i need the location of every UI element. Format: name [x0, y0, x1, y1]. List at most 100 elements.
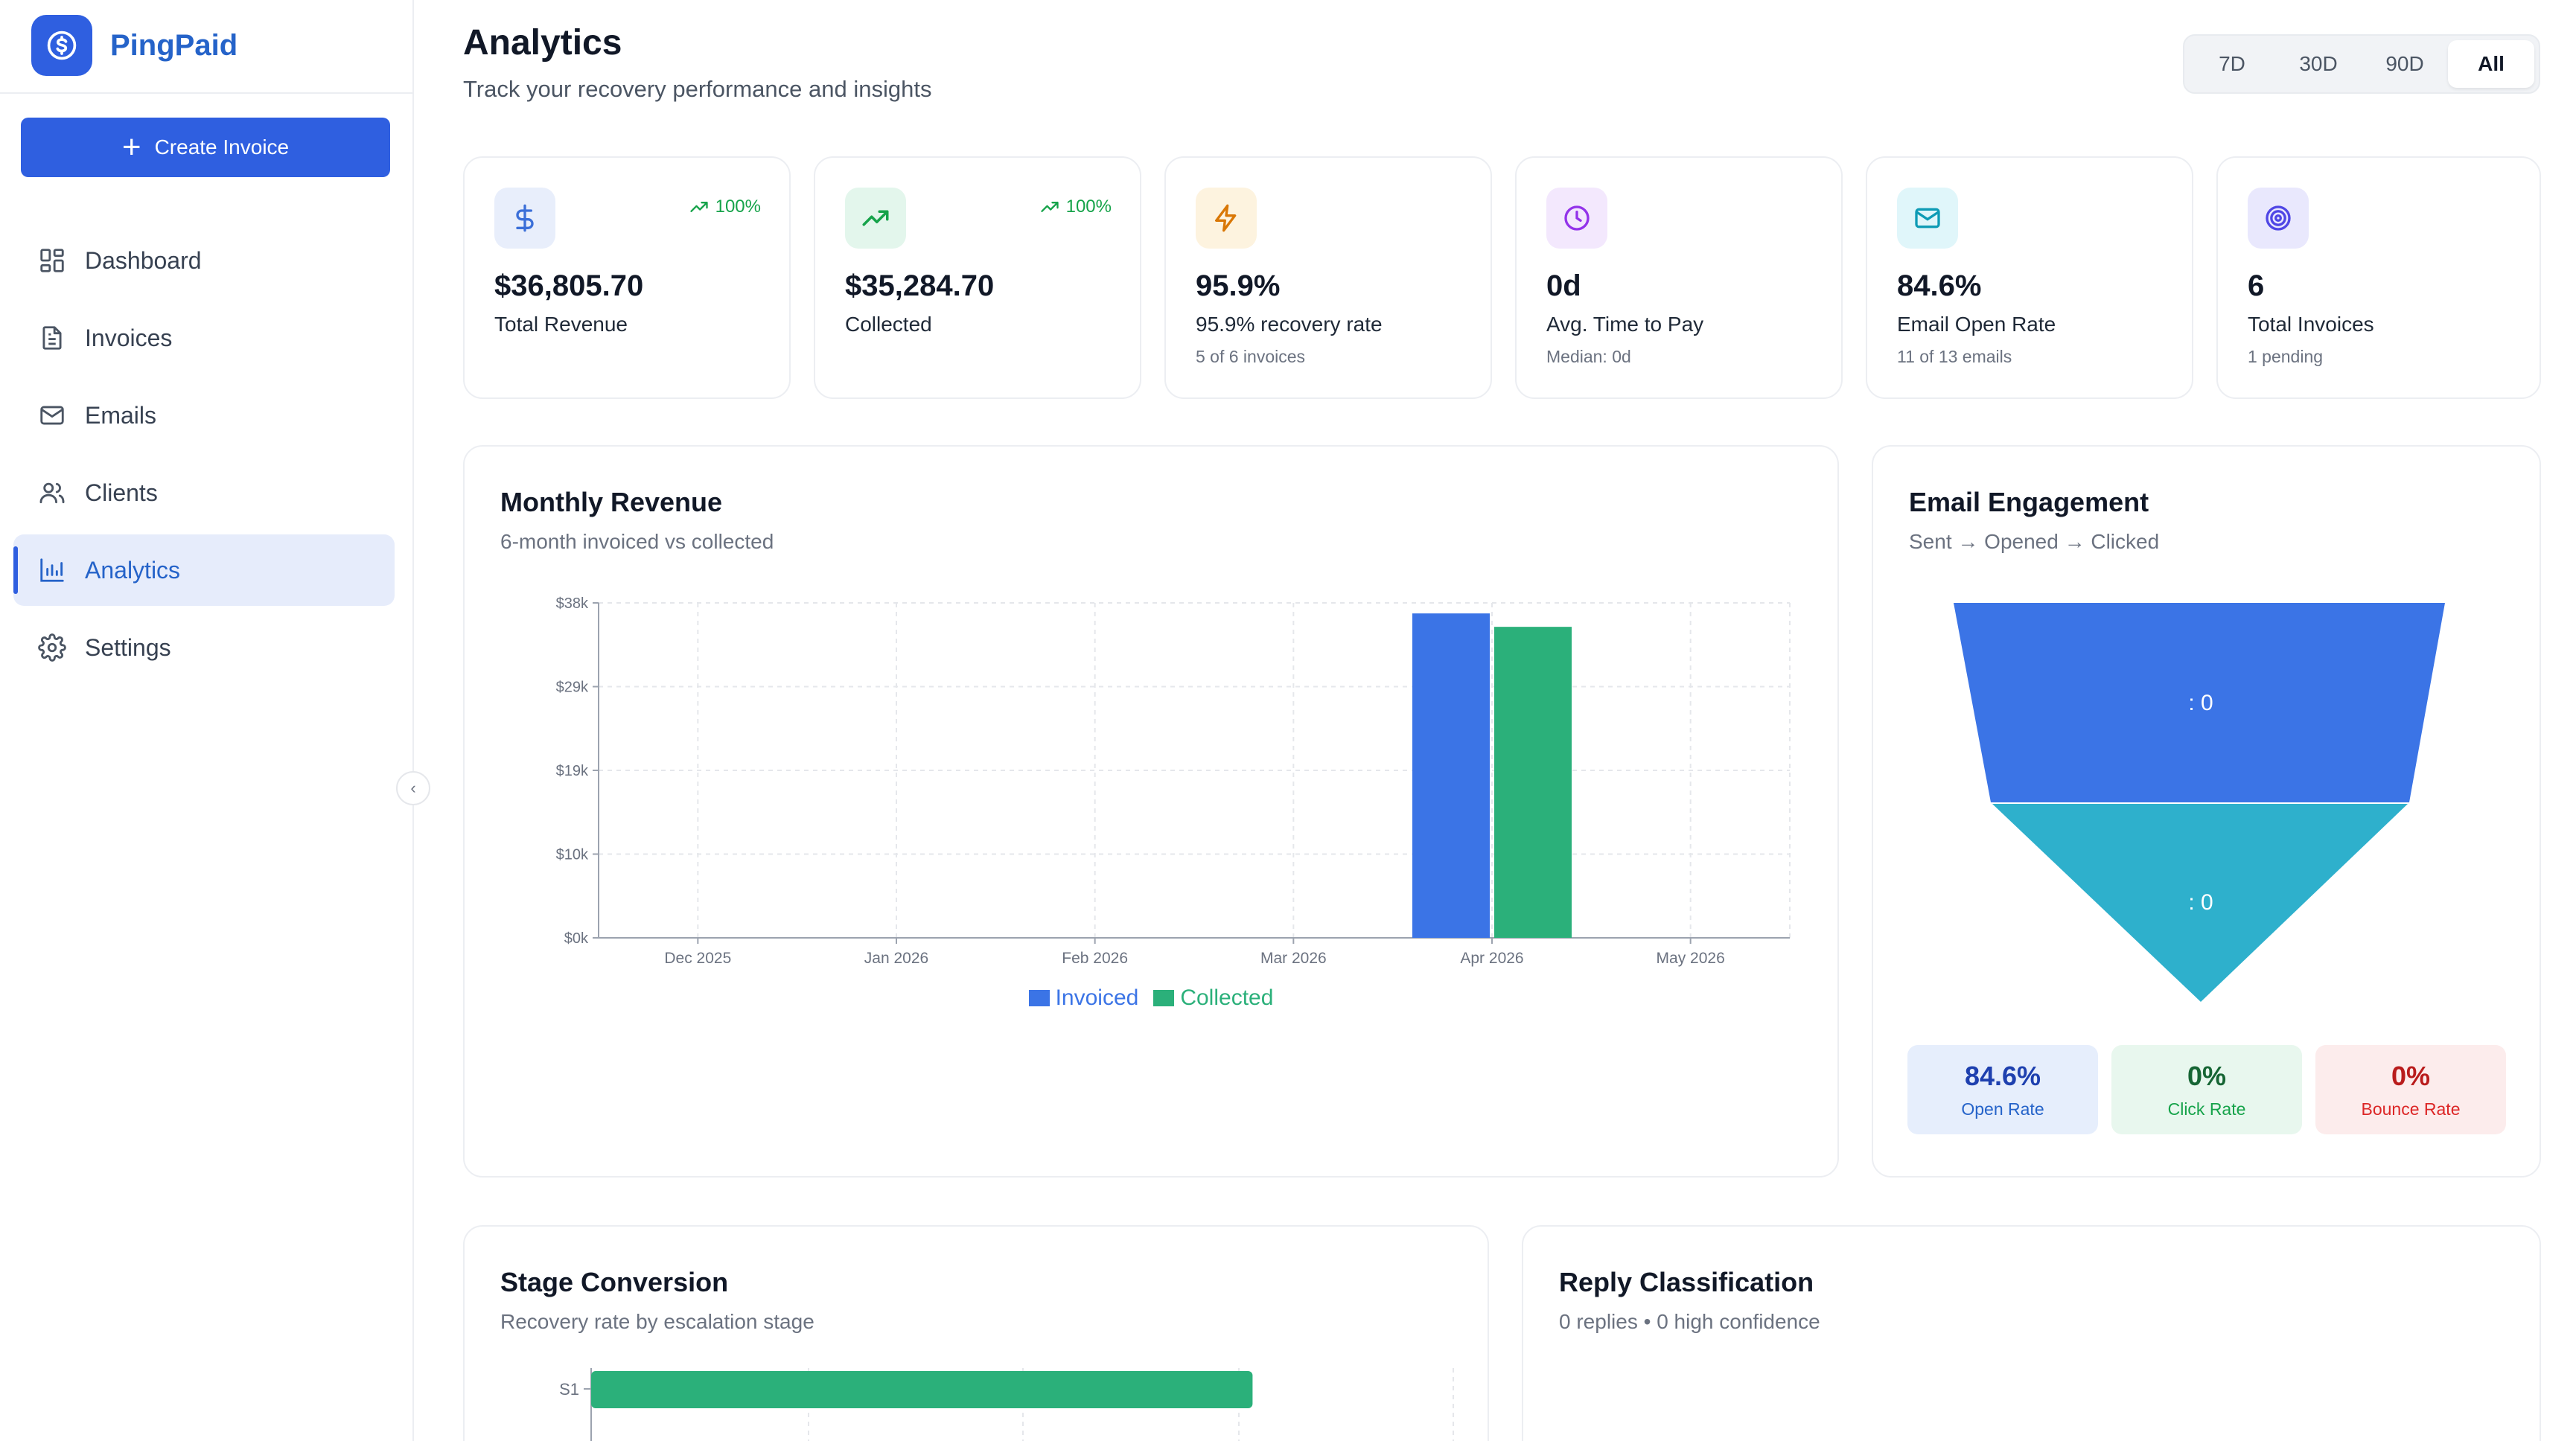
file-icon — [37, 323, 67, 353]
stat-label: Total Revenue — [494, 313, 628, 336]
y-tick-label: $29k — [556, 680, 589, 696]
bar-chart-icon — [37, 555, 67, 585]
sidebar-item-label: Invoices — [85, 324, 173, 351]
x-tick-label: Apr 2026 — [1460, 950, 1523, 967]
stage-conversion-panel: Stage Conversion Recovery rate by escala… — [463, 1225, 1489, 1441]
legend-swatch — [1028, 990, 1050, 1006]
range-30d-button[interactable]: 30D — [2299, 52, 2338, 75]
legend-label: Collected — [1180, 985, 1274, 1010]
trend-value: 100% — [1065, 196, 1112, 217]
create-invoice-label: Create Invoice — [154, 135, 290, 159]
reply-classification-panel: Reply Classification 0 replies • 0 high … — [1522, 1225, 2541, 1441]
brand[interactable]: PingPaid — [31, 15, 237, 76]
stat-subtext: 1 pending — [2248, 347, 2324, 366]
stat-value: $36,805.70 — [494, 269, 644, 302]
open-rate-box: 84.6% Open Rate — [1907, 1045, 2098, 1134]
mail-icon — [1897, 188, 1958, 249]
stat-value: 95.9% — [1196, 269, 1281, 302]
stat-label: Email Open Rate — [1897, 313, 2056, 336]
y-tick-label: $10k — [556, 847, 589, 863]
sidebar-nav: Dashboard Invoices Emails Clients Analyt… — [13, 225, 395, 689]
range-90d-button[interactable]: 90D — [2385, 52, 2424, 75]
rate-label: Open Rate — [1961, 1099, 2044, 1119]
trending-up-icon — [689, 202, 708, 212]
trend-badge: 100% — [1039, 196, 1112, 217]
stat-value: 6 — [2248, 269, 2265, 302]
stat-label: Collected — [845, 313, 932, 336]
sidebar-item-label: Clients — [85, 479, 158, 506]
stat-subtext: 5 of 6 invoices — [1196, 347, 1306, 366]
panel-title: Reply Classification — [1559, 1267, 1814, 1297]
brand-name: PingPaid — [110, 28, 238, 62]
sidebar-item-dashboard[interactable]: Dashboard — [13, 225, 395, 296]
sidebar-item-settings[interactable]: Settings — [13, 612, 395, 683]
dashboard-icon — [37, 246, 67, 275]
x-tick-label: Dec 2025 — [664, 950, 731, 967]
stat-value: 0d — [1546, 269, 1581, 302]
sidebar-item-label: Analytics — [85, 556, 181, 584]
sidebar-item-invoices[interactable]: Invoices — [13, 302, 395, 374]
mail-icon — [37, 400, 67, 430]
rate-value: 84.6% — [1964, 1060, 2041, 1091]
stat-value: $35,284.70 — [845, 269, 995, 302]
y-tick-label: $38k — [556, 595, 589, 612]
y-tick-label: $19k — [556, 763, 589, 779]
stat-subtext: 11 of 13 emails — [1897, 347, 2012, 366]
legend-item-invoiced[interactable]: Invoiced — [1028, 985, 1138, 1011]
trend-badge: 100% — [689, 196, 761, 217]
chevron-left-icon: ‹ — [410, 779, 416, 797]
sidebar-item-emails[interactable]: Emails — [13, 380, 395, 451]
funnel-stage-opened — [1992, 804, 2408, 1002]
sidebar-item-label: Settings — [85, 633, 171, 661]
funnel-stage-sent — [1954, 603, 2445, 802]
bolt-icon — [1196, 188, 1257, 249]
stat-label: Avg. Time to Pay — [1546, 313, 1704, 336]
funnel-label-sent: : 0 — [2188, 691, 2213, 715]
panel-subtitle: 0 replies • 0 high confidence — [1559, 1310, 1820, 1333]
panel-title: Email Engagement — [1909, 487, 2149, 517]
funnel-label-opened: : 0 — [2188, 890, 2213, 915]
stat-card-time-to-pay: 0d Avg. Time to Pay Median: 0d — [1515, 156, 1843, 399]
trending-up-icon — [845, 188, 906, 249]
stat-card-email-open-rate: 84.6% Email Open Rate 11 of 13 emails — [1866, 156, 2193, 399]
legend-item-collected[interactable]: Collected — [1153, 985, 1273, 1011]
legend-swatch — [1153, 990, 1175, 1006]
create-invoice-button[interactable]: + Create Invoice — [21, 118, 390, 177]
panel-subtitle: Recovery rate by escalation stage — [500, 1310, 814, 1333]
y-tick-label: $0k — [564, 930, 589, 947]
target-icon — [2248, 188, 2309, 249]
stat-subtext: Median: 0d — [1546, 347, 1631, 366]
rate-value: 0% — [2187, 1060, 2227, 1091]
click-rate-box: 0% Click Rate — [2111, 1045, 2302, 1134]
sidebar-item-label: Dashboard — [85, 246, 202, 274]
collapse-sidebar-button[interactable]: ‹ — [396, 771, 430, 805]
gear-icon — [37, 633, 67, 662]
sidebar-item-clients[interactable]: Clients — [13, 457, 395, 528]
date-range-toggle: 7D 30D 90D All — [2183, 34, 2540, 94]
stat-value: 84.6% — [1897, 269, 1982, 302]
stat-card-total-revenue: 100% $36,805.70 Total Revenue — [463, 156, 791, 399]
page-subtitle: Track your recovery performance and insi… — [463, 76, 932, 102]
range-7d-button[interactable]: 7D — [2219, 52, 2245, 75]
stat-card-total-invoices: 6 Total Invoices 1 pending — [2216, 156, 2541, 399]
stage-conversion-chart: S1 — [559, 1368, 1454, 1441]
chart-legend: Invoiced Collected — [465, 985, 1837, 1011]
divider — [0, 92, 412, 94]
bar-collected — [1494, 627, 1572, 938]
x-tick-label: Mar 2026 — [1260, 950, 1327, 967]
stat-card-recovery-rate: 95.9% 95.9% recovery rate 5 of 6 invoice… — [1164, 156, 1492, 399]
monthly-revenue-chart: $0k $10k $19k $29k $38k Dec 2025 Jan 2026 Feb 2… — [556, 595, 1791, 967]
dollar-icon — [494, 188, 555, 249]
email-funnel-chart: : 0 : 0 — [1954, 603, 2445, 1002]
bounce-rate-box: 0% Bounce Rate — [2315, 1045, 2506, 1134]
panel-subtitle: Sent → Opened → Clicked — [1909, 530, 2160, 553]
page-title: Analytics — [463, 23, 622, 63]
sidebar-item-label: Emails — [85, 401, 157, 429]
plus-icon: + — [121, 129, 141, 165]
x-tick-label: May 2026 — [1657, 950, 1725, 967]
range-all-button[interactable]: All — [2448, 40, 2534, 88]
sidebar: PingPaid + Create Invoice Dashboard Invo… — [0, 0, 414, 1441]
users-icon — [37, 478, 67, 508]
sidebar-item-analytics[interactable]: Analytics — [13, 534, 395, 606]
rate-label: Click Rate — [2167, 1099, 2246, 1119]
